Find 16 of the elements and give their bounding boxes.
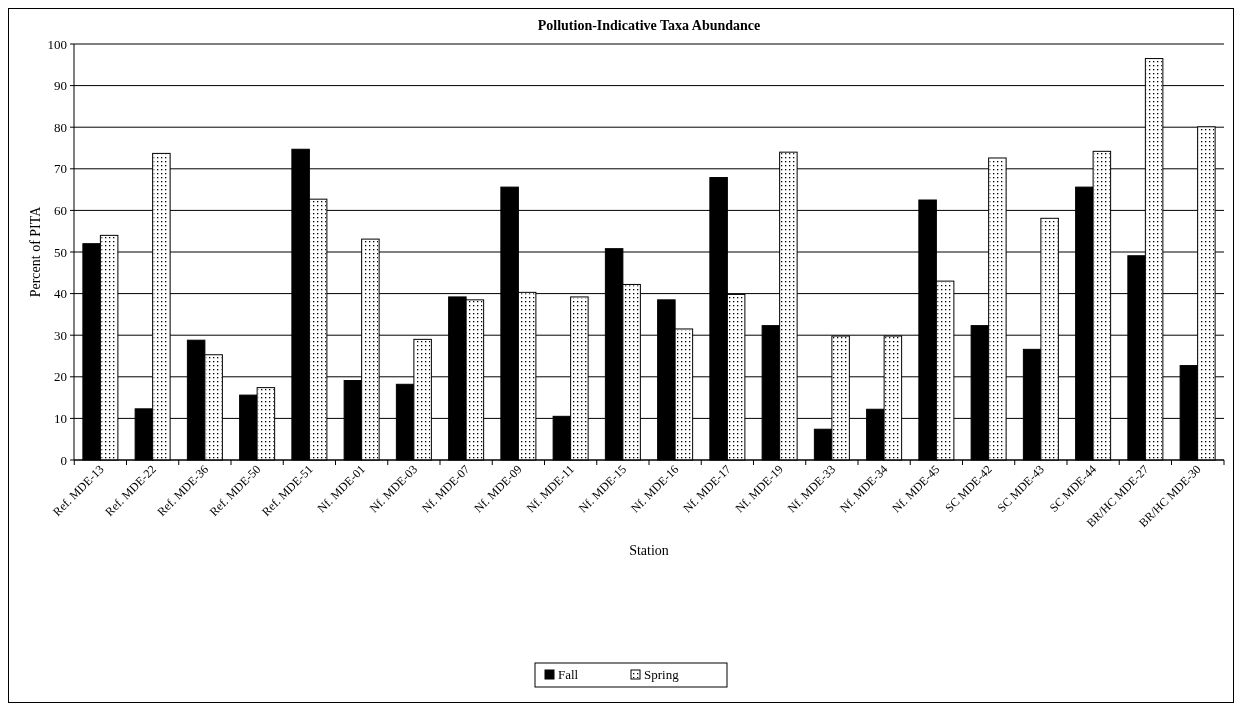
- y-tick-label: 20: [54, 369, 67, 385]
- x-axis-title: Station: [629, 543, 669, 558]
- y-tick-label: 70: [54, 161, 67, 177]
- y-tick-label: 40: [54, 286, 67, 302]
- y-tick-label: 80: [54, 119, 67, 135]
- y-tick-label: 0: [60, 452, 67, 468]
- y-axis-title: Percent of PITA: [28, 205, 43, 298]
- y-tick-label: 10: [54, 410, 67, 426]
- y-tick-label: 90: [54, 78, 67, 94]
- y-tick-label: 50: [54, 244, 67, 260]
- legend-label: Fall: [558, 667, 579, 682]
- y-tick-label: 100: [47, 36, 67, 52]
- chart-title: Pollution-Indicative Taxa Abundance: [537, 18, 761, 33]
- y-tick-label: 60: [54, 202, 67, 218]
- y-tick-label: 30: [54, 327, 67, 343]
- legend-label: Spring: [644, 667, 680, 682]
